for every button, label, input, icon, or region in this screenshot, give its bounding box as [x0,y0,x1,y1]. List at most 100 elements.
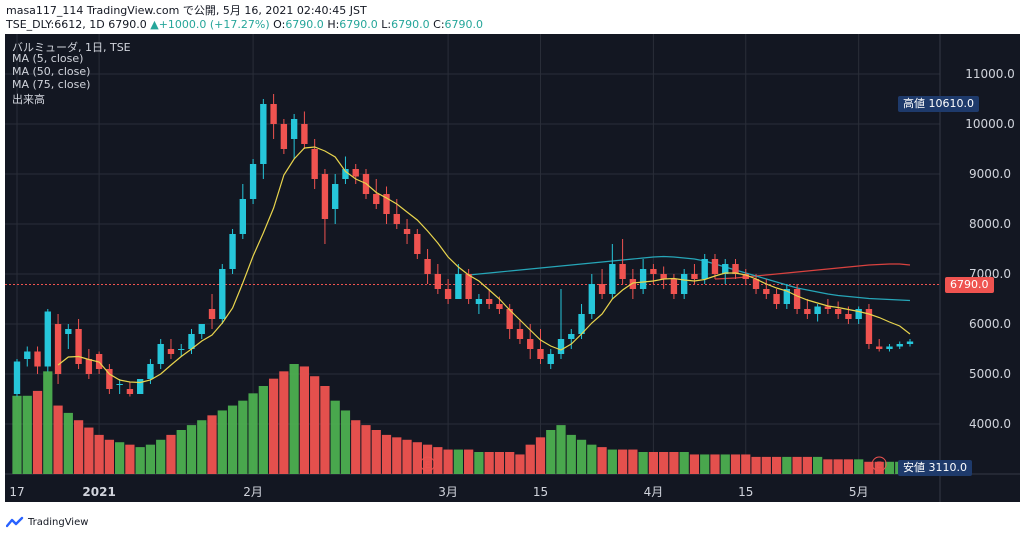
candle-body [332,184,339,209]
candle-body [157,344,164,364]
volume-bar [402,439,412,474]
candle-body [85,359,93,374]
brand-name: TradingView [28,516,89,528]
volume-bar [638,452,648,474]
volume-bar [279,371,289,474]
candle-body [732,264,739,274]
up-arrow-icon: ▲ [150,18,159,31]
volume-bar [464,449,474,474]
high-label: H: [327,18,340,31]
candle-body [496,304,503,309]
volume-bar [864,461,874,474]
volume-bar [412,442,422,474]
candle-body [824,306,832,309]
volume-bar [556,425,566,474]
earnings-marker-letter: E [876,461,882,471]
candle-body [455,274,462,299]
x-tick-label: 2月 [243,485,263,499]
volume-bar [617,449,628,474]
volume-bar [268,378,279,474]
tradingview-brand[interactable]: TradingView [6,516,88,528]
volume-bar [689,454,700,474]
candle-body [44,311,51,367]
candle-body [403,229,411,234]
volume-bar [73,420,84,474]
candle-body [834,309,842,314]
price-chart-svg[interactable]: 4000.05000.06000.07000.08000.09000.01000… [5,34,1020,502]
candle-body [527,339,534,349]
candle-body [773,294,780,304]
legend-volume[interactable]: 出来高 [12,93,45,106]
y-tick-label: 5000.0 [969,367,1011,381]
volume-bar [484,452,494,474]
volume-bar [227,405,238,474]
candle-body [578,314,585,334]
chart-background [5,34,1020,502]
x-tick-label: 2021 [82,485,115,499]
volume-bar [94,434,104,474]
volume-bar [166,434,176,474]
volume-bar [494,452,505,474]
candle-body [260,104,267,164]
y-tick-label: 10000.0 [965,117,1015,131]
volume-bar [422,444,433,474]
volume-bar [505,452,515,474]
volume-bar [607,449,617,474]
volume-bar [823,459,833,474]
candle-body [896,344,903,347]
candle-body [742,274,749,279]
y-tick-label: 8000.0 [969,217,1011,231]
volume-bar [392,437,402,474]
candle-body [198,324,205,334]
volume-bar [833,459,843,474]
platform-name: TradingView.com [86,4,180,17]
volume-bar [546,430,556,474]
low-label: L: [381,18,392,31]
chart-area[interactable]: 4000.0 5000.0 6000.0 7000.0 8000.0 9000.0 1000… [5,34,1020,502]
candle-body [24,351,31,359]
candle-body [752,279,760,289]
candle-body [886,346,893,349]
legend-ma50[interactable]: MA (50, close) [12,65,91,78]
x-tick-label: 15 [738,485,753,499]
volume-bar [248,393,258,474]
volume-bar [710,454,720,474]
candle-body [598,284,606,294]
candle-body [311,149,318,179]
candle-body [568,334,575,339]
candle-body [639,269,647,289]
volume-bar [135,447,145,474]
candle-body [814,306,821,314]
volume-bar [679,452,689,474]
volume-bar [63,412,73,474]
candle-body [249,164,257,199]
author-name[interactable]: masa117_114 [6,4,84,17]
volume-bar [720,454,730,474]
volume-bar [32,390,43,474]
candle-body [516,329,524,339]
volume-bar [669,452,679,474]
volume-bar [515,454,525,474]
candle-body [855,309,862,319]
candle-body [804,309,811,314]
volume-bar [659,452,669,474]
close-value: 6790.0 [444,18,484,31]
volume-bar [176,430,186,474]
volume-bar [792,456,802,474]
open-label: O: [273,18,286,31]
volume-bar [320,386,330,474]
legend-ma75[interactable]: MA (75, close) [12,78,91,91]
candle-body [629,279,637,289]
candle-body [75,329,82,364]
candle-body [290,119,298,139]
volume-bar [813,456,823,474]
candle-body [609,264,616,294]
candle-body [475,299,483,304]
current-tag-value: 6790.0 [950,277,989,291]
earnings-marker [420,456,436,472]
x-tick-label: 15 [533,485,548,499]
low-price-tag: 安値 3110.0 [898,460,972,476]
legend-ma5[interactable]: MA (5, close) [12,52,84,65]
candle-body [424,259,431,274]
candle-body [239,199,246,234]
